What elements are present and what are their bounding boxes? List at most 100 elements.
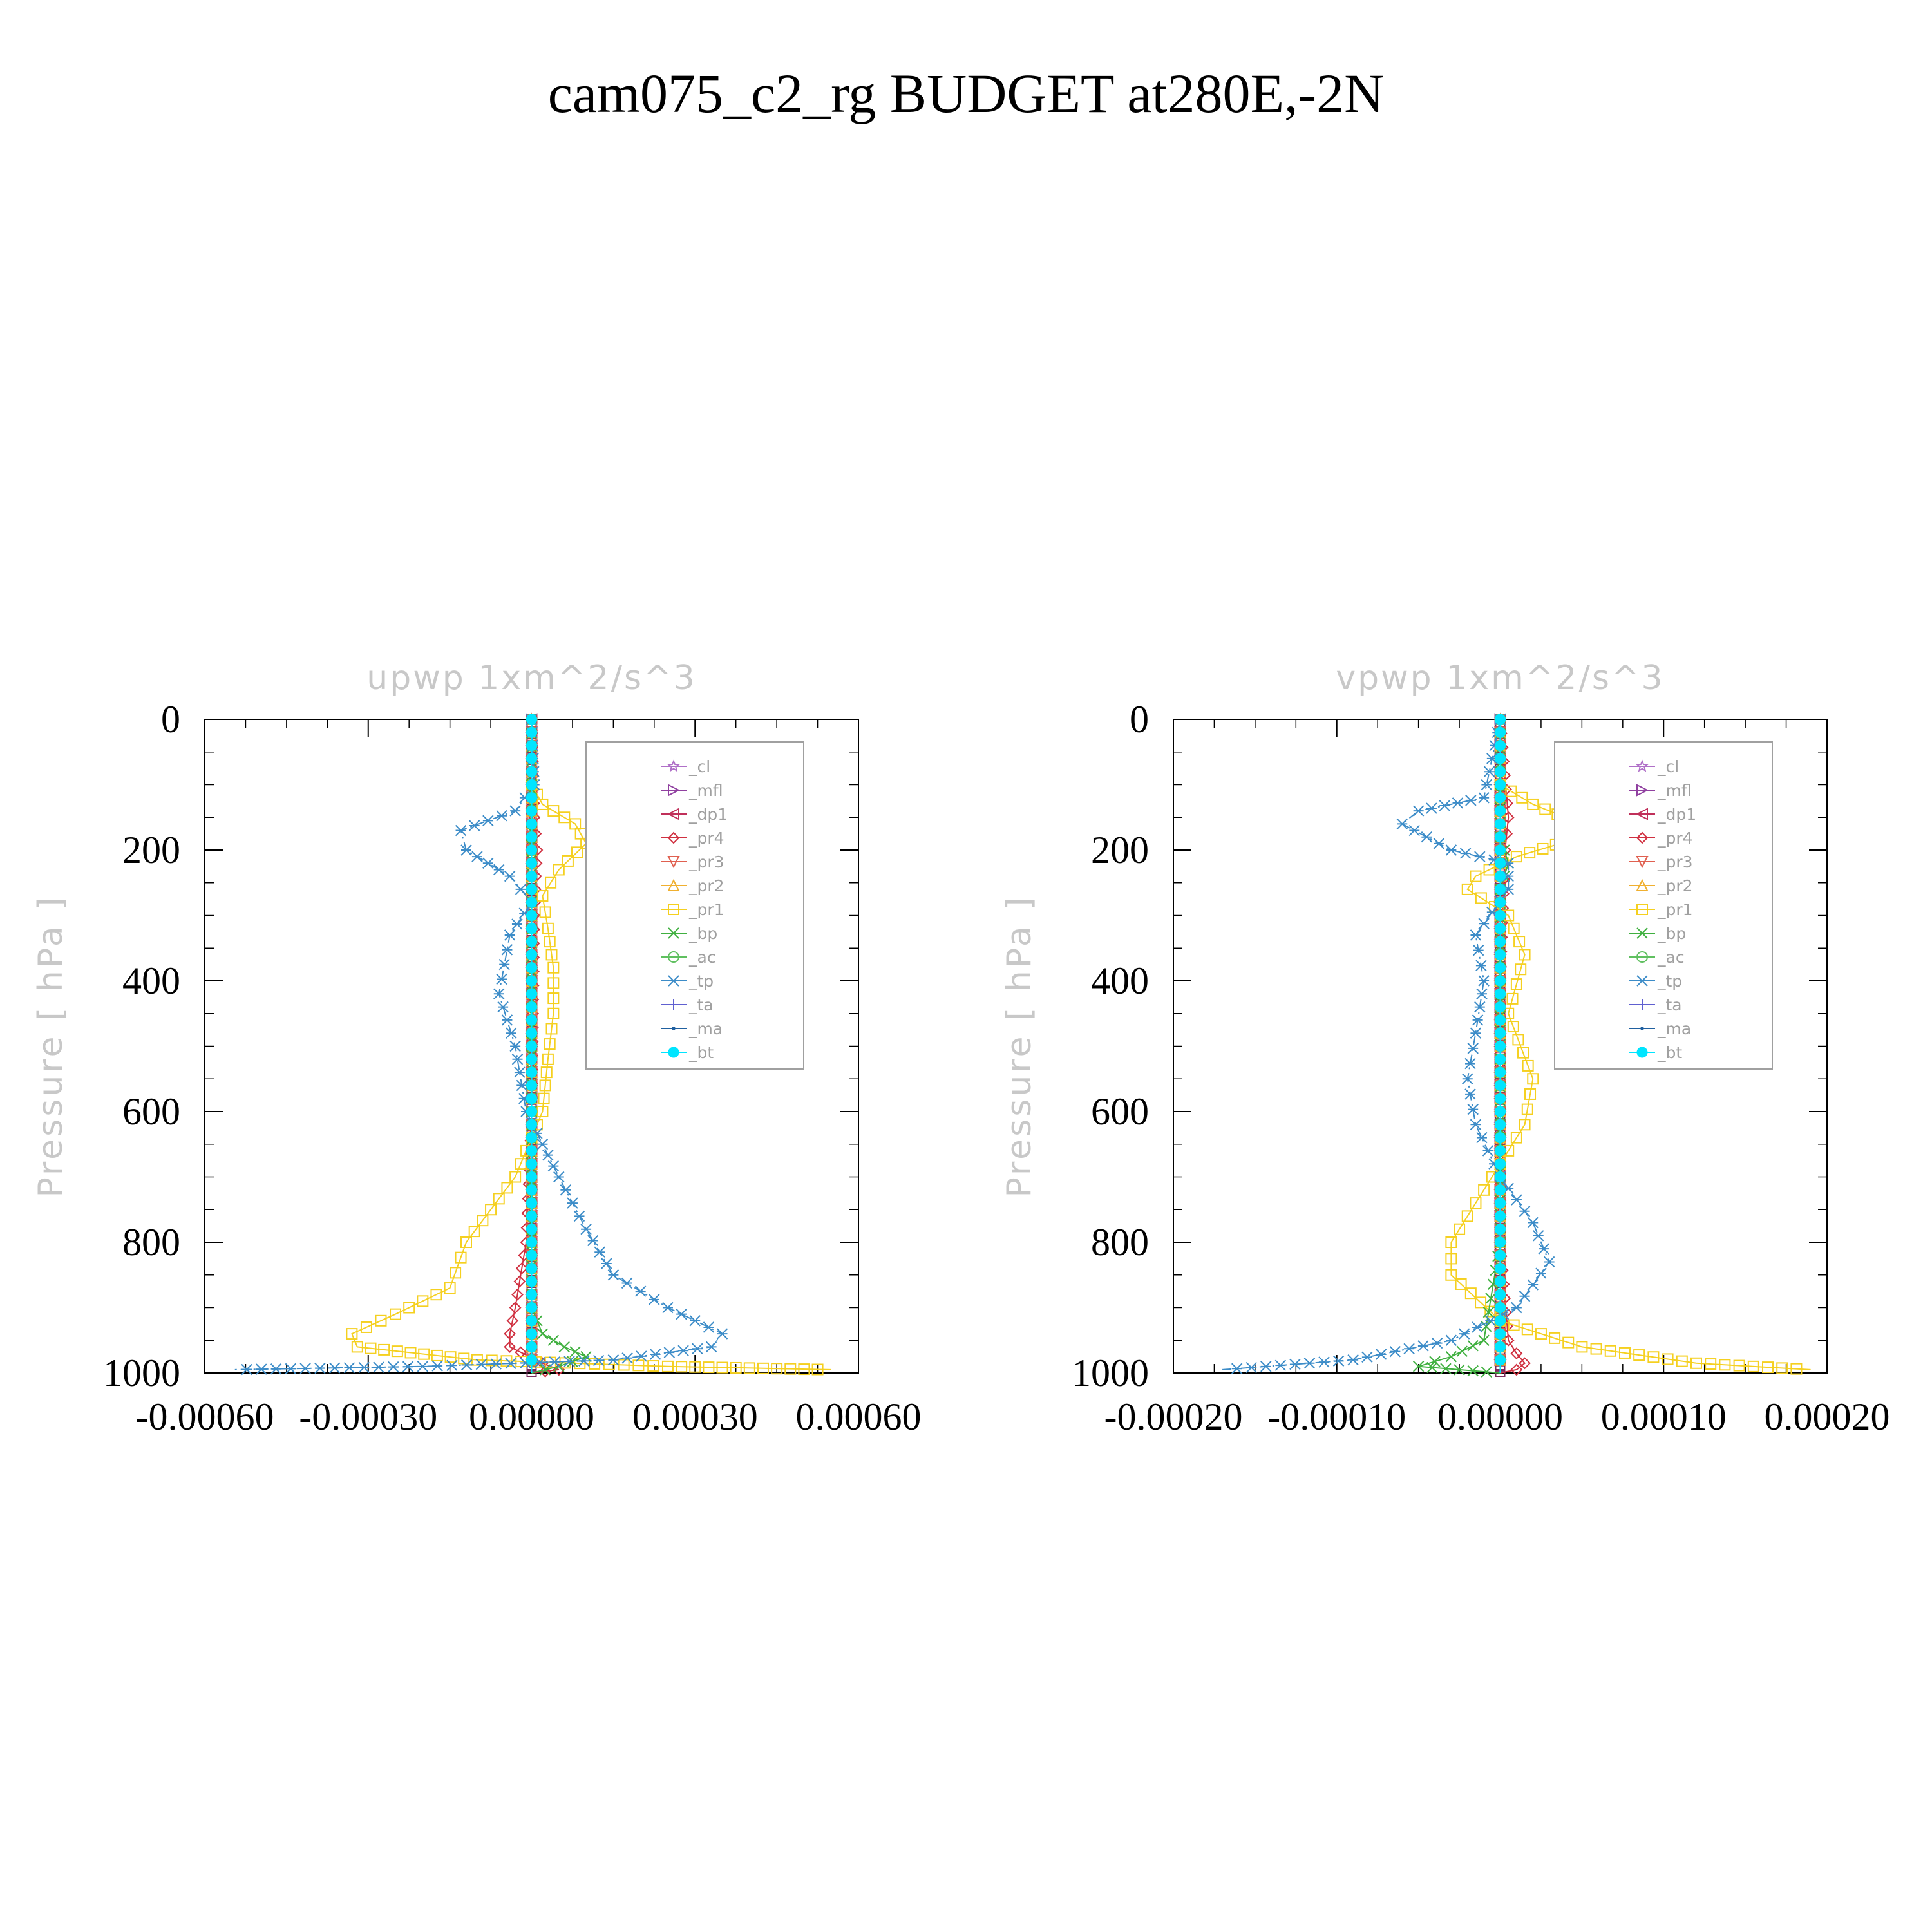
data-point	[256, 1363, 267, 1375]
data-point	[526, 923, 537, 934]
data-point	[444, 1351, 457, 1363]
legend-marker	[667, 759, 681, 772]
data-point	[526, 1145, 537, 1157]
x-tick-label: 0.00030	[632, 1396, 758, 1438]
data-point	[526, 1001, 537, 1013]
y-tick-label: 600	[122, 1090, 180, 1133]
data-point	[526, 1315, 537, 1327]
data-point	[545, 1023, 558, 1035]
data-point	[526, 1106, 537, 1117]
data-point	[545, 876, 557, 889]
legend-marker	[672, 1027, 676, 1030]
legend-marker	[1636, 904, 1648, 915]
data-point	[580, 1223, 592, 1235]
data-point	[1511, 1302, 1522, 1314]
data-point	[647, 1360, 659, 1372]
y-tick-label: 0	[161, 698, 180, 741]
data-point	[607, 1269, 620, 1281]
data-point	[1495, 1054, 1506, 1065]
data-point	[328, 1362, 341, 1374]
data-point	[1472, 944, 1484, 956]
data-point	[1474, 851, 1486, 862]
data-point	[1495, 1328, 1506, 1340]
legend: _cl _mfl _dp1 _pr4 _pr3 _pr2 _pr1 _bp _ac _tp _ta _…	[585, 741, 804, 1070]
data-point	[526, 1249, 537, 1261]
data-point	[1478, 1184, 1490, 1196]
data-point	[430, 1289, 442, 1301]
data-point	[460, 1359, 473, 1371]
data-point	[1495, 1106, 1506, 1117]
data-point	[515, 884, 527, 895]
x-tick-label: 0.00000	[469, 1396, 594, 1438]
legend-marker	[668, 975, 679, 987]
data-point	[677, 1345, 689, 1356]
y-axis-label: Pressure [ hPa ]	[1000, 895, 1039, 1197]
data-point	[1464, 1088, 1476, 1100]
legend-marker	[1636, 927, 1648, 939]
data-point	[417, 1295, 429, 1307]
data-point	[1495, 1289, 1506, 1300]
data-point	[1524, 847, 1536, 859]
data-point	[1522, 1059, 1534, 1072]
data-point	[1445, 1236, 1457, 1248]
data-point	[1538, 1243, 1549, 1255]
data-point	[542, 1149, 554, 1161]
data-point	[811, 1363, 824, 1376]
legend-marker	[1640, 1027, 1644, 1030]
data-point	[526, 740, 537, 752]
data-point	[378, 1343, 390, 1356]
data-point	[417, 1361, 429, 1372]
data-point	[501, 944, 513, 956]
data-point	[506, 1314, 519, 1327]
data-point	[549, 1356, 560, 1368]
data-point	[485, 1204, 497, 1216]
y-tick-label: 400	[122, 960, 180, 1002]
data-point	[526, 1171, 537, 1182]
legend-marker	[1636, 975, 1648, 987]
legend-item: _bp	[1629, 924, 1686, 943]
panel-vpwp: vpwp 1xm^2/s^3 Pressure [ hPa ] -0.00020 -0…	[1000, 659, 1890, 1438]
legend-item: _cl	[661, 757, 710, 776]
data-point	[539, 1079, 551, 1092]
legend-item: _bt	[1629, 1043, 1682, 1062]
data-point	[1495, 1132, 1506, 1144]
legend-box	[1554, 741, 1773, 1070]
data-point	[526, 1027, 537, 1039]
data-point	[1403, 1343, 1415, 1355]
legend-item: _pr4	[1629, 829, 1693, 848]
data-point	[634, 1285, 647, 1297]
data-point	[343, 1362, 355, 1374]
data-point	[536, 1139, 549, 1150]
data-point	[1484, 1315, 1496, 1327]
data-point	[1482, 1145, 1494, 1157]
legend-marker	[667, 856, 680, 869]
data-point	[1495, 923, 1506, 934]
data-point	[562, 855, 574, 867]
data-point	[505, 1358, 516, 1369]
data-point	[375, 1314, 387, 1327]
data-point	[1495, 818, 1506, 829]
legend-item: _cl	[1629, 757, 1679, 776]
data-point	[1495, 779, 1506, 790]
legend-marker	[667, 831, 680, 844]
data-point	[618, 1359, 630, 1371]
legend-label: _pr1	[688, 900, 724, 919]
data-point	[730, 1361, 742, 1374]
data-point	[497, 1001, 509, 1013]
data-point	[1274, 1359, 1287, 1371]
data-point	[475, 1359, 488, 1370]
data-point	[285, 1363, 297, 1375]
data-point	[676, 1361, 688, 1373]
data-point	[526, 844, 537, 856]
legend-label: _ac	[1657, 948, 1685, 967]
legend-label: _pr3	[688, 853, 724, 871]
data-point	[542, 1053, 554, 1065]
data-point	[506, 1027, 517, 1039]
data-point	[504, 1327, 516, 1340]
data-point	[526, 818, 537, 829]
data-point	[716, 1328, 728, 1340]
data-point	[446, 1359, 458, 1371]
data-point	[689, 1361, 701, 1373]
data-point	[390, 1308, 402, 1320]
data-point	[500, 1355, 513, 1367]
